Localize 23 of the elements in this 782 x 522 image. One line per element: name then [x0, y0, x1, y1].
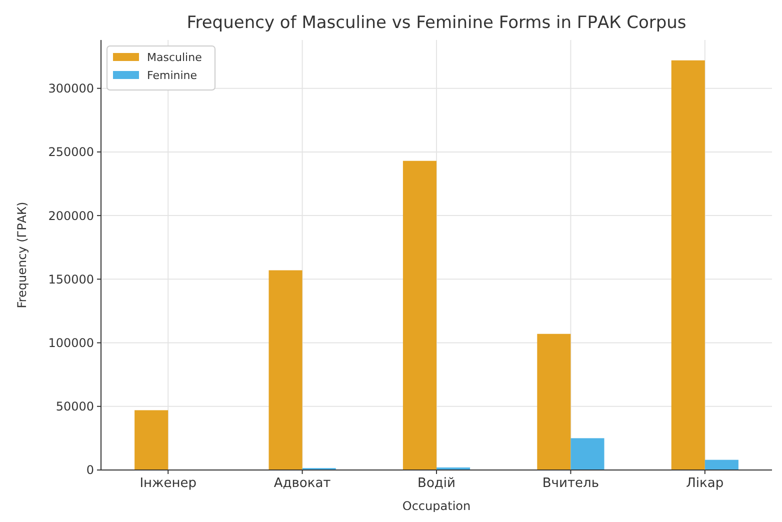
- bar: [402, 160, 436, 470]
- y-axis-title: Frequency (ГРАК): [15, 202, 29, 308]
- bar: [671, 60, 705, 470]
- bar: [704, 460, 738, 470]
- y-tick-label: 250000: [48, 145, 94, 160]
- bar: [570, 438, 604, 470]
- y-tick-label: 200000: [48, 208, 94, 223]
- bar: [134, 410, 168, 470]
- chart-title: Frequency of Masculine vs Feminine Forms in ГРАК Corpus: [186, 13, 686, 33]
- y-tick-label: 150000: [48, 272, 94, 286]
- x-tick-label: Лікар: [686, 476, 724, 491]
- bar: [268, 270, 302, 470]
- y-tick-label: 100000: [48, 336, 94, 350]
- y-tick-label: 50000: [56, 400, 94, 414]
- legend-label: Masculine: [147, 50, 202, 64]
- bar: [537, 334, 571, 470]
- y-tick-label: 300000: [48, 82, 94, 96]
- y-tick-label: 0: [86, 463, 94, 478]
- x-tick-label: Адвокат: [274, 476, 332, 491]
- x-tick-label: Водій: [418, 476, 456, 491]
- x-tick-label: Інженер: [140, 476, 196, 491]
- x-tick-label: Вчитель: [542, 476, 599, 491]
- legend-label: Feminine: [147, 68, 198, 82]
